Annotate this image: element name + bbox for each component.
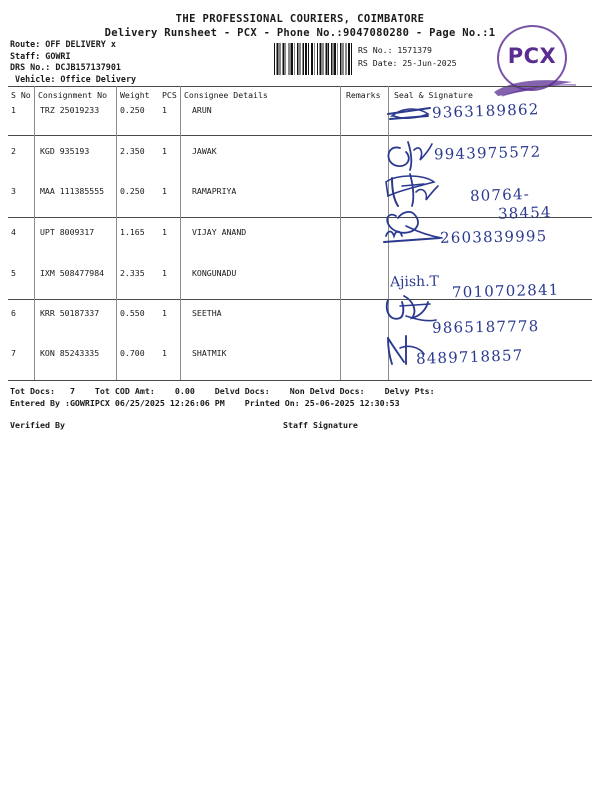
route-line: Route: OFF DELIVERY x xyxy=(10,39,116,49)
table-row: 1 xyxy=(11,105,16,115)
col-header-consignment: Consignment No xyxy=(38,90,108,100)
table-row: 1 xyxy=(162,308,167,318)
table-row: 7 xyxy=(11,348,16,358)
rs-no-line: RS No.: 1571379 xyxy=(358,45,432,55)
verified-by-label: Verified By xyxy=(10,420,65,430)
vehicle-line: Vehicle: Office Delivery xyxy=(10,73,137,84)
page-title: THE PROFESSIONAL COURIERS, COIMBATORE xyxy=(175,13,425,25)
table-top-border xyxy=(8,86,592,87)
table-row-divider xyxy=(8,217,592,218)
footer-totals: Tot Docs: 7 Tot COD Amt: 0.00 Delvd Docs… xyxy=(10,385,435,409)
table-row: VIJAY ANAND xyxy=(192,227,247,237)
table-row: KRR 50187337 xyxy=(40,308,100,318)
table-row: 5 xyxy=(11,268,16,278)
rs-date-line: RS Date: 25-Jun-2025 xyxy=(358,57,457,68)
table-row: TRZ 25019233 xyxy=(40,105,100,115)
barcode-image xyxy=(274,43,354,75)
table-row: 0.700 xyxy=(120,348,145,358)
col-header-remarks: Remarks xyxy=(346,90,381,100)
table-row: KGD 935193 xyxy=(40,146,90,156)
table-row: 3 xyxy=(11,186,16,196)
table-row: 1 xyxy=(162,268,167,278)
header-meta-left: Route: OFF DELIVERY x Staff: GOWRI DRS N… xyxy=(10,39,136,85)
col-header-consignee: Consignee Details xyxy=(184,90,268,100)
table-bottom-border xyxy=(8,380,592,381)
header-meta-right: RS No.: 1571379 RS Date: 25-Jun-2025 xyxy=(358,44,457,69)
drs-no-line: DRS No.: DCJB157137901 xyxy=(10,62,121,73)
table-row-divider xyxy=(8,299,592,300)
entered-line: Entered By :GOWRIPCX 06/25/2025 12:26:06… xyxy=(10,398,400,408)
col-header-sno: S No xyxy=(11,90,31,100)
table-row: ARUN xyxy=(192,105,212,115)
table-column-divider xyxy=(116,86,117,380)
col-header-pcs: PCS xyxy=(162,90,177,100)
table-row: 2.335 xyxy=(120,268,145,278)
table-row: 0.250 xyxy=(120,105,145,115)
table-row: 2.350 xyxy=(120,146,145,156)
table-row: 0.550 xyxy=(120,308,145,318)
table-row: 2 xyxy=(11,146,16,156)
table-column-divider xyxy=(388,86,389,380)
staff-line: Staff: GOWRI xyxy=(10,50,71,61)
stamp-label: PCX xyxy=(507,44,557,68)
table-column-divider xyxy=(180,86,181,380)
consignment-table: S No Consignment No Weight PCS Consignee… xyxy=(8,86,592,381)
table-row: UPT 8009317 xyxy=(40,227,95,237)
col-header-seal: Seal & Signature xyxy=(394,90,473,100)
table-row: KON 85243335 xyxy=(40,348,100,358)
table-row: 1 xyxy=(162,105,167,115)
table-column-divider xyxy=(34,86,35,380)
table-column-divider xyxy=(340,86,341,380)
table-row: 1 xyxy=(162,186,167,196)
table-row: KONGUNADU xyxy=(192,268,237,278)
table-row: MAA 111385555 xyxy=(40,186,105,196)
table-row: 1 xyxy=(162,146,167,156)
table-row: RAMAPRIYA xyxy=(192,186,237,196)
table-row: JAWAK xyxy=(192,146,217,156)
table-row: 1.165 xyxy=(120,227,145,237)
table-row: 6 xyxy=(11,308,16,318)
table-row: 1 xyxy=(162,227,167,237)
table-row: SHATMIK xyxy=(192,348,227,358)
table-row: 4 xyxy=(11,227,16,237)
table-row: 1 xyxy=(162,348,167,358)
staff-signature-label: Staff Signature xyxy=(283,420,358,430)
totals-line: Tot Docs: 7 Tot COD Amt: 0.00 Delvd Docs… xyxy=(10,386,435,396)
table-row-divider xyxy=(8,135,592,136)
page-subtitle: Delivery Runsheet - PCX - Phone No.:9047… xyxy=(104,27,496,39)
col-header-weight: Weight xyxy=(120,90,150,100)
table-row: 0.250 xyxy=(120,186,145,196)
table-row: SEETHA xyxy=(192,308,222,318)
table-row: IXM 508477984 xyxy=(40,268,105,278)
